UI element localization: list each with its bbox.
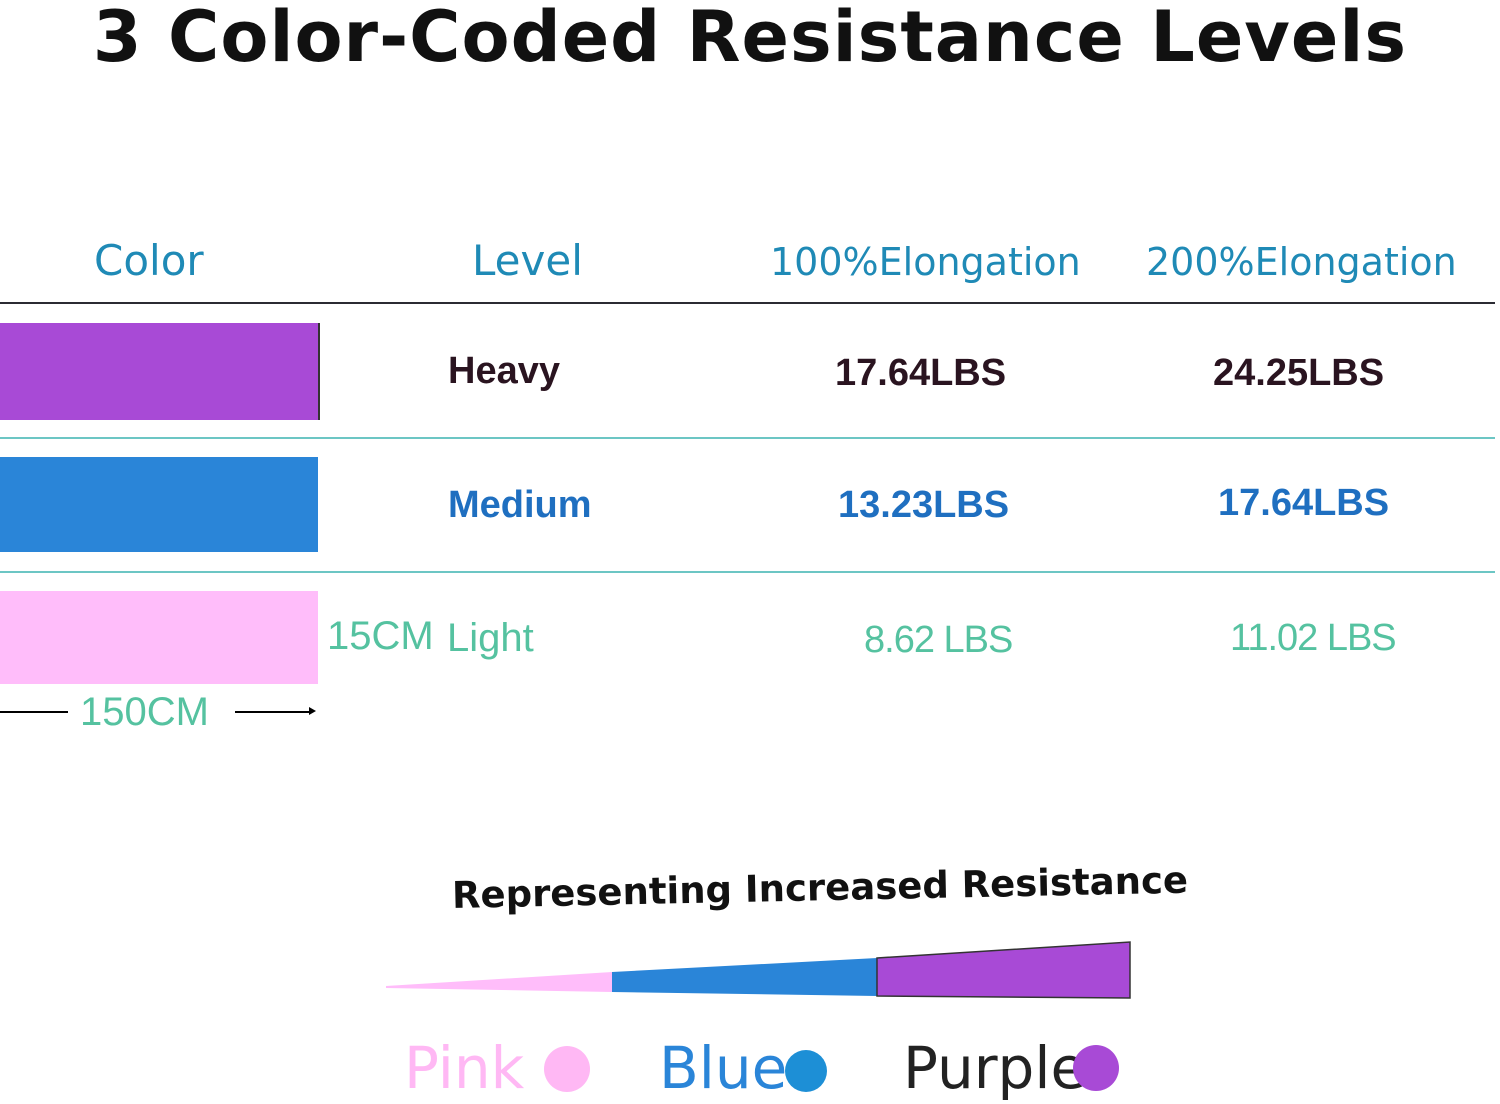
row-divider — [0, 571, 1495, 573]
resistance-wedge — [386, 941, 1131, 999]
swatch-blue — [0, 457, 318, 552]
height-dimension-label: 15CM — [327, 614, 434, 658]
legend-pink-dot-icon — [544, 1046, 590, 1092]
page-title: 3 Color-Coded Resistance Levels — [92, 0, 1408, 78]
header-200-elongation: 200%Elongation — [1146, 240, 1457, 284]
heavy-200-value: 24.25LBS — [1213, 352, 1385, 394]
wedge-pink-segment — [386, 972, 612, 992]
length-dimension-label: 150CM — [80, 690, 209, 734]
dimension-line-right — [235, 711, 309, 713]
arrow-head-icon — [309, 707, 316, 715]
medium-100-value: 13.23LBS — [838, 484, 1010, 526]
swatch-purple — [0, 323, 320, 420]
level-light: Light — [447, 616, 534, 660]
light-200-value: 11.02 LBS — [1230, 617, 1397, 659]
light-100-value: 8.62 LBS — [864, 619, 1013, 661]
row-divider — [0, 437, 1495, 439]
wedge-purple-segment — [876, 941, 1131, 999]
level-heavy: Heavy — [448, 350, 560, 392]
legend-purple-dot-icon — [1073, 1045, 1119, 1091]
heavy-100-value: 17.64LBS — [835, 352, 1007, 394]
legend-blue-label: Blue — [659, 1034, 788, 1102]
header-color: Color — [94, 236, 204, 285]
wedge-blue-segment — [612, 958, 877, 996]
resistance-caption: Representing Increased Resistance — [451, 858, 1189, 917]
header-100-elongation: 100%Elongation — [770, 240, 1081, 284]
legend-purple-label: Purple — [903, 1034, 1087, 1102]
level-medium: Medium — [448, 484, 592, 526]
swatch-pink — [0, 591, 318, 684]
legend-pink-label: Pink — [404, 1034, 525, 1102]
legend-blue-dot-icon — [785, 1050, 827, 1092]
medium-200-value: 17.64LBS — [1218, 482, 1390, 524]
dimension-line-left — [0, 711, 68, 713]
header-divider — [0, 302, 1495, 304]
header-level: Level — [472, 236, 583, 285]
